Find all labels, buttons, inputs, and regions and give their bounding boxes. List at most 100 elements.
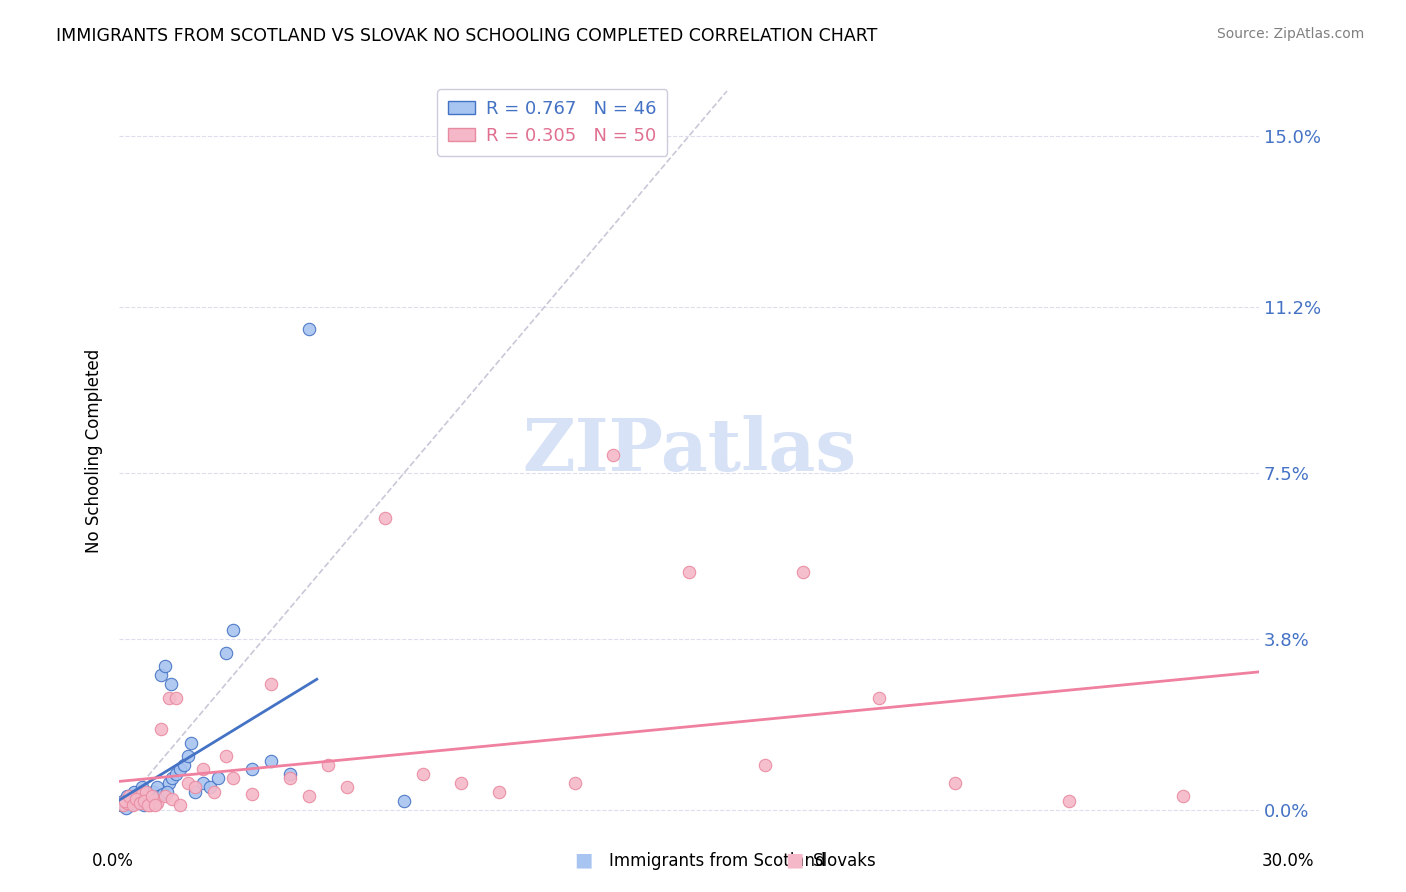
Point — [943, 776, 966, 790]
Point — [180, 735, 202, 749]
Point — [278, 772, 301, 786]
Point — [754, 758, 776, 772]
Point — [115, 796, 138, 810]
Point — [132, 794, 155, 808]
Point — [124, 791, 146, 805]
Point — [1057, 794, 1080, 808]
Text: ■: ■ — [574, 851, 593, 870]
Point — [222, 772, 245, 786]
Point — [176, 776, 198, 790]
Point — [132, 798, 155, 813]
Text: 30.0%: 30.0% — [1263, 852, 1315, 870]
Point — [214, 749, 236, 764]
Point — [260, 677, 283, 691]
Point — [138, 789, 160, 804]
Point — [191, 763, 214, 777]
Point — [135, 785, 157, 799]
Point — [120, 798, 142, 813]
Point — [138, 798, 160, 813]
Point — [143, 798, 166, 813]
Point — [169, 763, 191, 777]
Point — [214, 646, 236, 660]
Point — [298, 322, 321, 336]
Point — [162, 772, 184, 786]
Point — [200, 780, 222, 795]
Point — [118, 794, 141, 808]
Y-axis label: No Schooling Completed: No Schooling Completed — [86, 349, 103, 552]
Point — [124, 785, 146, 799]
Point — [678, 565, 700, 579]
Text: Source: ZipAtlas.com: Source: ZipAtlas.com — [1216, 27, 1364, 41]
Point — [564, 776, 586, 790]
Point — [125, 789, 148, 804]
Point — [129, 796, 152, 810]
Point — [392, 794, 415, 808]
Point — [136, 794, 159, 808]
Point — [222, 623, 245, 637]
Point — [118, 789, 141, 804]
Point — [184, 780, 207, 795]
Point — [1171, 789, 1194, 804]
Point — [115, 789, 138, 804]
Point — [157, 690, 180, 705]
Point — [141, 796, 163, 810]
Point — [115, 800, 138, 814]
Point — [125, 791, 148, 805]
Point — [412, 767, 434, 781]
Text: Slovaks: Slovaks — [813, 852, 876, 870]
Point — [153, 789, 176, 804]
Point — [162, 791, 184, 805]
Point — [146, 796, 169, 810]
Point — [135, 794, 157, 808]
Point — [336, 780, 359, 795]
Point — [153, 659, 176, 673]
Point — [602, 448, 624, 462]
Point — [131, 787, 153, 801]
Point — [131, 780, 153, 795]
Point — [173, 758, 195, 772]
Point — [142, 785, 165, 799]
Point — [121, 791, 143, 805]
Point — [240, 787, 263, 801]
Point — [136, 798, 159, 813]
Point — [127, 789, 149, 804]
Point — [374, 511, 396, 525]
Point — [191, 776, 214, 790]
Point — [450, 776, 472, 790]
Point — [165, 767, 187, 781]
Point — [112, 794, 135, 808]
Point — [792, 565, 814, 579]
Point — [202, 785, 225, 799]
Point — [176, 749, 198, 764]
Text: Immigrants from Scotland: Immigrants from Scotland — [609, 852, 825, 870]
Point — [169, 798, 191, 813]
Point — [316, 758, 339, 772]
Point — [112, 798, 135, 813]
Text: ZIPatlas: ZIPatlas — [522, 415, 856, 486]
Point — [143, 791, 166, 805]
Point — [114, 794, 136, 808]
Point — [114, 796, 136, 810]
Point — [150, 668, 173, 682]
Point — [150, 722, 173, 736]
Point — [142, 794, 165, 808]
Point — [156, 785, 179, 799]
Point — [120, 794, 142, 808]
Text: ■: ■ — [785, 851, 804, 870]
Point — [146, 780, 169, 795]
Text: 0.0%: 0.0% — [91, 852, 134, 870]
Point — [165, 690, 187, 705]
Text: IMMIGRANTS FROM SCOTLAND VS SLOVAK NO SCHOOLING COMPLETED CORRELATION CHART: IMMIGRANTS FROM SCOTLAND VS SLOVAK NO SC… — [56, 27, 877, 45]
Point — [298, 789, 321, 804]
Point — [184, 785, 207, 799]
Point — [121, 798, 143, 813]
Point — [868, 690, 890, 705]
Point — [207, 772, 229, 786]
Point — [278, 767, 301, 781]
Point — [127, 789, 149, 804]
Point — [157, 776, 180, 790]
Point — [148, 789, 170, 804]
Legend: R = 0.767   N = 46, R = 0.305   N = 50: R = 0.767 N = 46, R = 0.305 N = 50 — [437, 89, 668, 156]
Point — [129, 787, 152, 801]
Point — [110, 798, 132, 813]
